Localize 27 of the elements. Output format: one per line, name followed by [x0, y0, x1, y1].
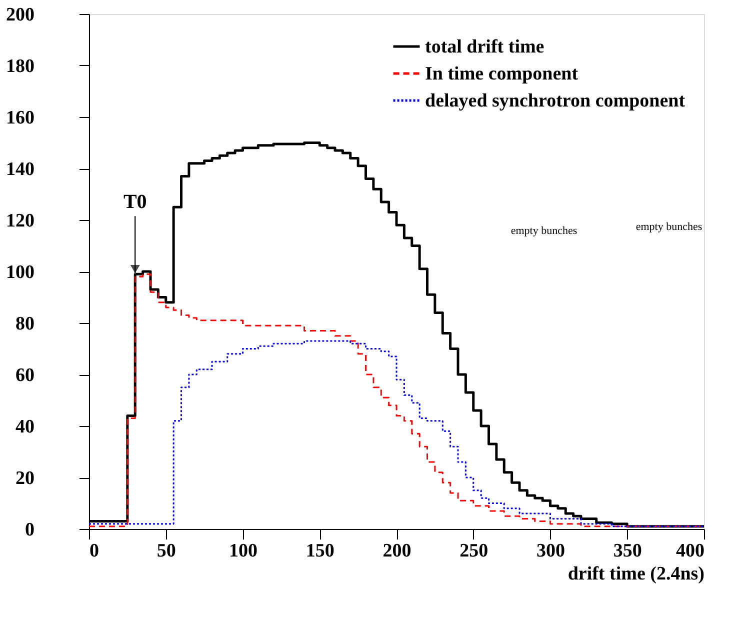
- x-axis-title: drift time (2.4ns): [568, 564, 704, 584]
- y-tick-label: 180: [6, 56, 34, 77]
- x-tick-label: 100: [229, 540, 258, 562]
- legend-label: total drift time: [425, 36, 544, 58]
- y-tick-label: 40: [16, 416, 34, 438]
- y-tick-label: 80: [16, 314, 34, 334]
- y-tick-label: 160: [6, 108, 34, 128]
- y-tick-label: 140: [6, 159, 34, 180]
- y-tick-label: 60: [16, 365, 34, 386]
- annotation: empty bunches: [510, 225, 578, 237]
- y-tick-label: 100: [6, 262, 34, 283]
- x-tick-label: 50: [156, 540, 176, 562]
- y-tick-label: 0: [25, 520, 34, 540]
- y-tick-label: 120: [6, 210, 34, 232]
- y-tick-label: 200: [6, 4, 34, 26]
- x-tick-label: 350: [613, 540, 642, 562]
- x-tick-label: 250: [460, 540, 488, 562]
- x-tick-label: 300: [536, 540, 565, 562]
- annotation: empty bunches: [636, 221, 702, 233]
- legend-label: In time component: [425, 64, 579, 84]
- x-tick-label: 150: [306, 540, 334, 562]
- x-tick-label: 400: [676, 540, 704, 562]
- x-tick-label: 200: [382, 540, 412, 562]
- y-tick-label: 20: [16, 468, 34, 489]
- annotation: T0: [123, 191, 147, 214]
- x-tick-label: 0: [90, 540, 99, 562]
- legend-label: delayed synchrotron component: [425, 90, 686, 112]
